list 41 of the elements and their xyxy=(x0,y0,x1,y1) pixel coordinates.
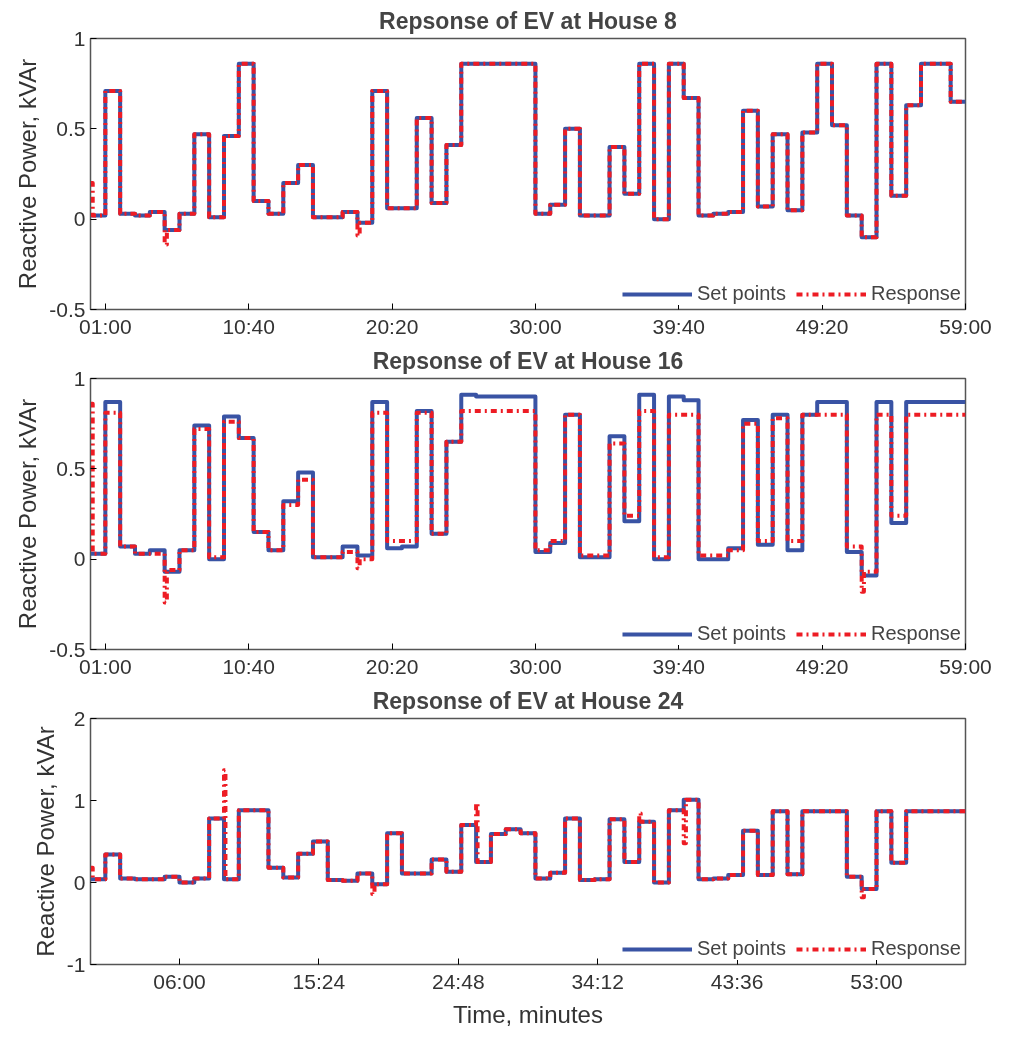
y-tick-label: 2 xyxy=(73,706,86,730)
y-tick-label: 1 xyxy=(73,788,86,812)
legend-label: Set points xyxy=(696,622,786,645)
y-tick-label: 1 xyxy=(73,26,86,50)
x-tick-label: 10:40 xyxy=(222,314,275,338)
x-tick-label: 49:20 xyxy=(795,654,849,678)
x-tick-label: 15:24 xyxy=(292,969,346,993)
y-tick-label: 0 xyxy=(73,207,86,231)
legend-label: Set points xyxy=(696,937,786,960)
x-tick-label: 24:48 xyxy=(432,969,485,993)
y-tick-label: 0 xyxy=(73,547,86,571)
y-tick-label: 0.5 xyxy=(56,456,86,480)
y-tick-label: 1 xyxy=(73,366,86,390)
x-tick-label: 06:00 xyxy=(153,969,206,993)
x-tick-label: 53:00 xyxy=(850,969,903,993)
y-axis-title: Reactive Power, kVAr xyxy=(31,726,59,957)
y-axis-title: Reactive Power, kVAr xyxy=(14,398,42,630)
x-tick-label: 59:00 xyxy=(939,654,992,678)
x-tick-label: 34:12 xyxy=(571,969,624,993)
x-axis-title: Time, minutes xyxy=(453,1000,603,1028)
chart-title: Repsonse of EV at House 24 xyxy=(372,687,684,714)
x-tick-label: 39:40 xyxy=(652,314,706,338)
chart-title: Repsonse of EV at House 8 xyxy=(379,7,678,34)
x-tick-label: 59:00 xyxy=(939,314,992,338)
x-tick-label: 20:20 xyxy=(365,654,419,678)
legend-label: Response xyxy=(870,622,961,645)
x-tick-label: 43:36 xyxy=(710,969,764,993)
legend-label: Response xyxy=(870,282,961,305)
x-tick-label: 39:40 xyxy=(652,654,706,678)
x-tick-label: 30:00 xyxy=(509,654,562,678)
y-axis-title: Reactive Power, kVAr xyxy=(14,58,42,290)
x-tick-label: 20:20 xyxy=(365,314,419,338)
chart-title: Repsonse of EV at House 16 xyxy=(372,347,684,374)
legend-label: Response xyxy=(870,937,961,960)
x-tick-label: 49:20 xyxy=(795,314,849,338)
y-tick-label: 0.5 xyxy=(56,116,86,140)
y-tick-label: 0 xyxy=(73,870,86,894)
legend-label: Set points xyxy=(696,282,786,305)
x-tick-label: 10:40 xyxy=(222,654,275,678)
x-tick-label: 30:00 xyxy=(509,314,562,338)
y-tick-label: -1 xyxy=(66,952,86,976)
